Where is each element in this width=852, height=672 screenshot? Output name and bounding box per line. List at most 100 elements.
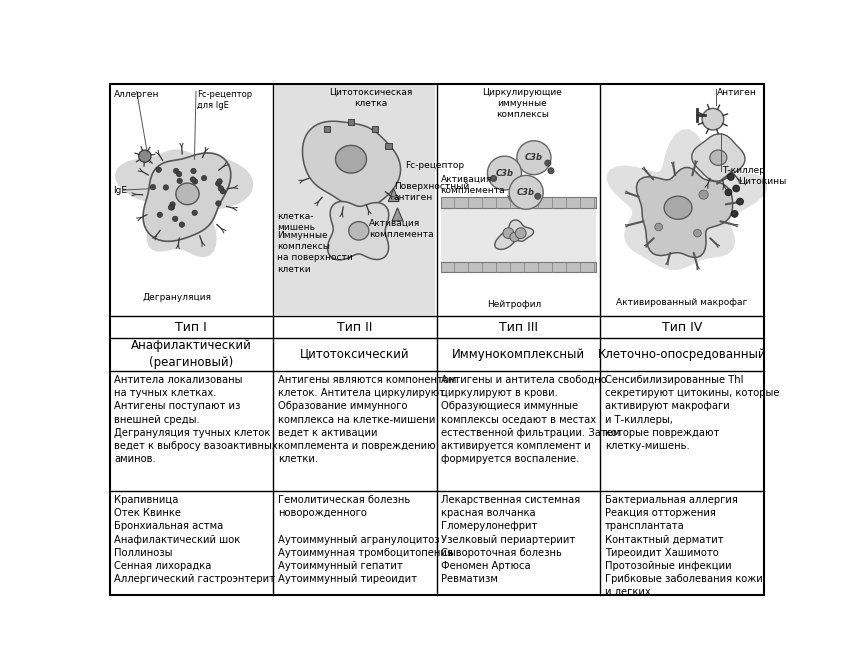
Circle shape (517, 140, 551, 175)
Text: Антитела локализованы
на тучных клетках.
Антигены поступают из
внешней среды.
Де: Антитела локализованы на тучных клетках.… (114, 375, 278, 464)
Text: C3b: C3b (525, 153, 543, 162)
Text: Клеточно-опосредованный: Клеточно-опосредованный (597, 348, 766, 361)
Circle shape (170, 202, 176, 207)
Text: Лекарственная системная
красная волчанка
Гломерулонефрит
Узелковый периартериит
: Лекарственная системная красная волчанка… (441, 495, 580, 584)
Text: Крапивница
Отек Квинке
Бронхиальная астма
Анафилактический шок
Поллинозы
Сенная : Крапивница Отек Квинке Бронхиальная астм… (114, 495, 275, 584)
Ellipse shape (176, 183, 199, 205)
Polygon shape (607, 129, 768, 270)
Text: Сенсибилизированные Тhl
секретируют цитокины, которые
активируют макрофаги
и Т-к: Сенсибилизированные Тhl секретируют цито… (605, 375, 780, 451)
Text: Цитотоксический: Цитотоксический (300, 348, 410, 361)
Bar (440, 197, 596, 208)
Circle shape (216, 181, 221, 186)
Circle shape (193, 179, 198, 184)
Text: Активация
комплемента: Активация комплемента (440, 175, 505, 195)
Circle shape (217, 179, 222, 184)
Circle shape (172, 216, 178, 222)
Circle shape (179, 222, 185, 227)
Circle shape (491, 175, 497, 181)
Text: Цитокины: Цитокины (739, 176, 786, 185)
Bar (274, 85, 435, 314)
Text: Fc-рецептор: Fc-рецептор (406, 161, 464, 170)
Circle shape (487, 156, 521, 190)
Polygon shape (692, 134, 745, 181)
Text: Тип II: Тип II (337, 321, 372, 333)
Circle shape (192, 210, 198, 216)
Text: Цитотоксическая
клетка: Цитотоксическая клетка (329, 87, 412, 108)
Ellipse shape (348, 222, 369, 240)
Circle shape (174, 168, 179, 173)
Text: Fc-рецептор
для IgE: Fc-рецептор для IgE (197, 90, 252, 110)
Ellipse shape (336, 145, 366, 173)
Text: IgE: IgE (112, 185, 127, 194)
Bar (371, 126, 377, 132)
Bar (385, 142, 392, 149)
Circle shape (170, 205, 175, 210)
Circle shape (139, 150, 151, 163)
Text: Т-киллер: Т-киллер (722, 166, 765, 175)
Text: Иммунные
комплексы
на поверхности
клетки: Иммунные комплексы на поверхности клетки (277, 231, 353, 274)
Text: Дегрануляция: Дегрануляция (143, 294, 212, 302)
Circle shape (191, 168, 196, 173)
Ellipse shape (710, 150, 727, 165)
Polygon shape (392, 208, 403, 221)
Bar (440, 208, 596, 261)
Polygon shape (302, 121, 400, 208)
Circle shape (544, 160, 551, 166)
Text: Активация
комплемента: Активация комплемента (369, 219, 434, 239)
Circle shape (503, 228, 514, 239)
Polygon shape (636, 167, 733, 257)
Circle shape (535, 193, 541, 200)
Polygon shape (389, 188, 399, 202)
Text: Тип III: Тип III (499, 321, 538, 333)
Circle shape (694, 229, 701, 237)
Circle shape (157, 212, 163, 218)
Circle shape (201, 175, 207, 181)
Circle shape (218, 185, 223, 191)
Circle shape (176, 171, 181, 177)
Circle shape (156, 167, 161, 173)
Text: Антиген: Антиген (717, 87, 757, 97)
Text: Тип I: Тип I (176, 321, 207, 333)
Text: Тип IV: Тип IV (662, 321, 702, 333)
Circle shape (515, 228, 527, 239)
Circle shape (737, 198, 744, 205)
Text: Анафилактический
(реагиновый): Анафилактический (реагиновый) (131, 339, 252, 370)
Polygon shape (495, 220, 533, 249)
Text: Бактериальная аллергия
Реакция отторжения
трансплантата
Контактный дерматит
Тире: Бактериальная аллергия Реакция отторжени… (605, 495, 763, 597)
Circle shape (731, 210, 738, 217)
Polygon shape (143, 153, 231, 241)
Circle shape (190, 177, 196, 182)
Bar (440, 261, 596, 272)
Circle shape (509, 233, 519, 242)
Circle shape (164, 185, 169, 190)
Circle shape (177, 178, 182, 183)
Polygon shape (328, 202, 389, 260)
Text: Нейтрофил: Нейтрофил (487, 300, 542, 308)
Circle shape (548, 168, 554, 174)
Text: Циркулирующие
иммунные
комплексы: Циркулирующие иммунные комплексы (482, 87, 562, 119)
Circle shape (150, 184, 156, 190)
Text: C3b: C3b (496, 169, 514, 177)
Text: Антигены и антитела свободно
циркулируют в крови.
Образующиеся иммунные
комплекс: Антигены и антитела свободно циркулируют… (441, 375, 620, 464)
Text: Гемолитическая болезнь
новорожденного

Аутоиммунный агранулоцитоз
Аутоиммунная т: Гемолитическая болезнь новорожденного Ау… (278, 495, 452, 584)
Text: C3b: C3b (517, 188, 535, 197)
Circle shape (220, 189, 226, 194)
Polygon shape (115, 149, 253, 257)
Circle shape (699, 190, 708, 200)
Circle shape (168, 205, 174, 210)
Circle shape (509, 175, 544, 209)
Circle shape (702, 108, 724, 130)
Circle shape (733, 185, 740, 192)
Circle shape (216, 201, 221, 206)
Circle shape (728, 173, 734, 180)
Text: Активированный макрофаг: Активированный макрофаг (616, 298, 747, 307)
Circle shape (725, 189, 732, 196)
Circle shape (655, 223, 663, 231)
Text: клетка-
мишень: клетка- мишень (277, 212, 315, 232)
Ellipse shape (664, 196, 692, 219)
Text: Антигены являются компонентом
клеток. Антитела циркулируют.
Образование иммунног: Антигены являются компонентом клеток. Ан… (278, 375, 456, 464)
Text: Аллерген: Аллерген (113, 90, 159, 99)
Text: Иммунокомплексный: Иммунокомплексный (452, 348, 585, 361)
Bar (348, 119, 354, 125)
Text: Поверхностный
антиген: Поверхностный антиген (394, 182, 469, 202)
